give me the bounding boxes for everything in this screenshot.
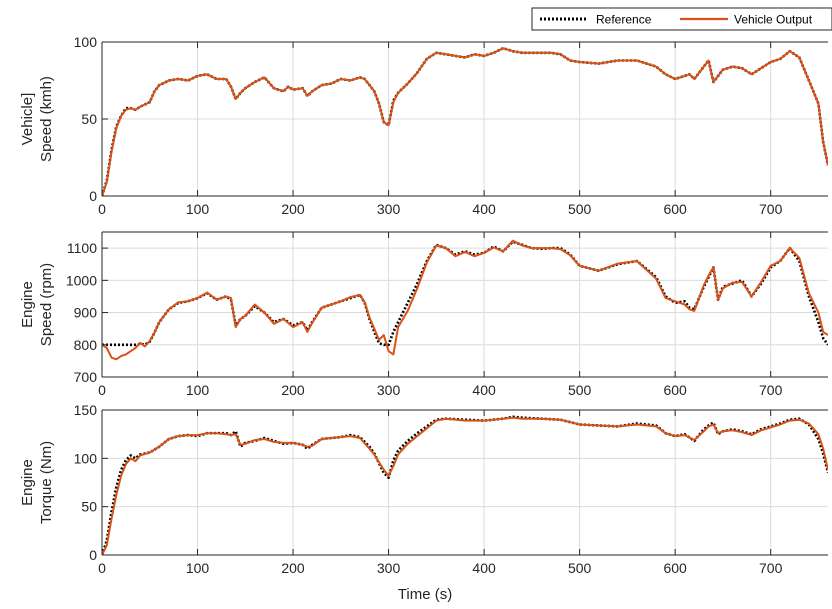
y-axis-label-line: Vehicle] (19, 93, 36, 146)
legend: Reference Vehicle Output (531, 7, 832, 31)
x-tick-label: 200 (281, 201, 305, 217)
x-tick-label: 600 (663, 382, 687, 398)
vehicle-output-series-line (102, 239, 828, 361)
series-group (102, 415, 828, 555)
x-tick-label: 500 (568, 560, 592, 576)
y-axis-label-line: Torque (Nm) (38, 441, 55, 524)
legend-reference-label: Reference (596, 13, 652, 27)
panel-3: 0 100 200 300 400 500 600 700 0 50 100 150 Engine Tor… (19, 402, 828, 603)
x-tick-label: 0 (98, 382, 106, 398)
vehicle-output-series-line (102, 47, 828, 196)
y-tick-label: 700 (74, 369, 98, 385)
x-axis-label: Time (s) (398, 586, 452, 603)
y-axis-label-line: Speed (kmh) (38, 76, 55, 162)
panel-2: 0 100 200 300 400 500 600 700 700 800 900 1000 1100 E… (19, 231, 828, 398)
panel-1: 0 100 200 300 400 500 600 700 0 50 100 Vehicle] Spee… (19, 34, 828, 217)
x-tick-label: 600 (663, 560, 687, 576)
x-tick-label: 400 (472, 201, 496, 217)
y-tick-label: 900 (74, 305, 98, 321)
x-tick-label: 400 (472, 382, 496, 398)
y-axis-label-line: Engine (19, 459, 36, 506)
x-tick-label: 300 (377, 201, 401, 217)
x-tick-label: 0 (98, 201, 106, 217)
x-tick-label: 100 (186, 560, 210, 576)
x-tick-label: 300 (377, 560, 401, 576)
x-tick-label: 200 (281, 560, 305, 576)
y-tick-label: 100 (74, 450, 98, 466)
y-axis-label: Engine Torque (Nm) (19, 441, 55, 524)
plot-background (102, 232, 828, 377)
series-group (102, 239, 828, 361)
x-tick-label: 200 (281, 382, 305, 398)
x-tick-label: 500 (568, 382, 592, 398)
x-tick-label: 300 (377, 382, 401, 398)
x-tick-label: 700 (759, 382, 783, 398)
x-tick-label: 500 (568, 201, 592, 217)
y-tick-label: 0 (89, 188, 97, 204)
x-tick-label: 100 (186, 382, 210, 398)
y-axis-label: Engine Speed (rpm) (19, 263, 55, 346)
x-tick-label: 400 (472, 560, 496, 576)
y-axis-label: Vehicle] Speed (kmh) (19, 76, 55, 162)
x-tick-label: 600 (663, 201, 687, 217)
legend-output-label: Vehicle Output (734, 13, 813, 27)
x-tick-label: 0 (98, 560, 106, 576)
y-tick-label: 50 (81, 499, 97, 515)
x-tick-label: 100 (186, 201, 210, 217)
y-tick-label: 0 (89, 547, 97, 563)
y-axis-label-line: Engine (19, 281, 36, 328)
y-tick-label: 1100 (67, 240, 97, 256)
y-axis-label-line: Speed (rpm) (38, 263, 55, 346)
y-tick-label: 1000 (66, 272, 97, 288)
y-tick-label: 100 (74, 34, 98, 50)
y-tick-label: 800 (74, 337, 98, 353)
series-group (102, 46, 828, 196)
y-tick-label: 50 (81, 111, 97, 127)
x-tick-label: 700 (759, 560, 783, 576)
y-tick-label: 150 (74, 402, 98, 418)
x-tick-label: 700 (759, 201, 783, 217)
vehicle-output-series-line (102, 416, 828, 555)
reference-series-line (102, 240, 828, 347)
